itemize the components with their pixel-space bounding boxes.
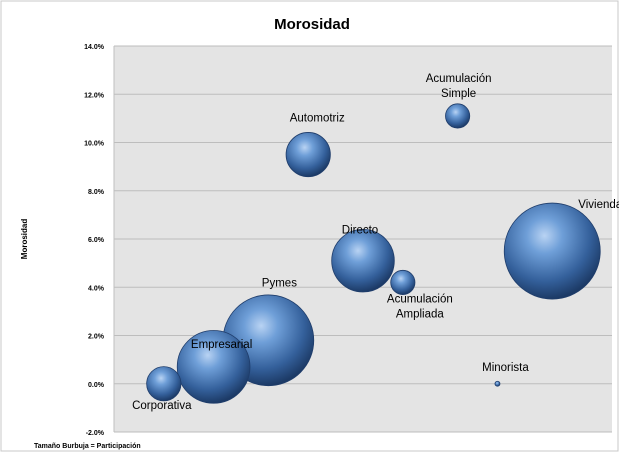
bubble-label: Acumulación Ampliada [387,293,453,320]
bubble [390,269,416,295]
bubble [146,366,182,402]
y-tick-label: 10.0% [84,141,105,148]
bubble [176,330,251,404]
bubble [494,380,501,387]
y-tick-label: 4.0% [88,285,105,292]
bubble-label: Pymes [262,277,297,289]
y-tick-label: 12.0% [84,92,105,99]
bubble-label: Minorista [482,362,529,374]
bubble-labels: Corporativa Empresarial Pymes Directo Acumul… [132,73,619,412]
bubble-series [146,103,601,404]
bubble [331,229,395,293]
chart-title: Morosidad [274,16,350,33]
bubble [503,202,601,300]
y-tick-label: 6.0% [88,237,105,244]
bubble-label: Vivienda [578,199,619,211]
bubble [445,103,471,129]
bubble-label: Empresarial [191,339,252,351]
bubble [285,132,331,178]
y-axis-label: Morosidad [20,219,29,260]
y-axis-tick-labels: -2.0% 0.0% 2.0% 4.0% 6.0% 8.0% 10.0% 12.0% 14.0% [84,44,105,437]
y-tick-label: 14.0% [84,44,105,51]
bubble-label: Corporativa [132,400,192,412]
y-tick-label: 2.0% [88,334,105,341]
y-tick-label: 0.0% [88,382,105,389]
y-tick-label: -2.0% [86,430,105,437]
bubble-size-note: Tamaño Burbuja = Participación [34,443,141,450]
bubble-label: Acumulación Simple [426,73,492,100]
bubble-label: Automotriz [290,113,345,125]
bubble-label: Directo [342,225,378,237]
y-tick-label: 8.0% [88,189,105,196]
